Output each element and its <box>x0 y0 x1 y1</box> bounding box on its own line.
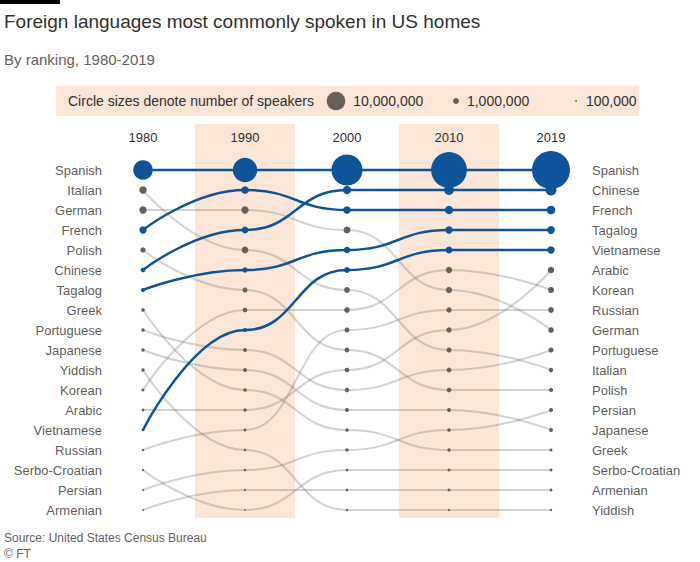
svg-text:Korean: Korean <box>592 283 634 298</box>
svg-text:2000: 2000 <box>333 130 362 145</box>
svg-text:Italian: Italian <box>592 363 627 378</box>
svg-text:Vietnamese: Vietnamese <box>592 243 660 258</box>
svg-text:Persian: Persian <box>58 483 102 498</box>
svg-text:Vietnamese: Vietnamese <box>34 423 102 438</box>
svg-text:Tagalog: Tagalog <box>592 223 638 238</box>
svg-text:Polish: Polish <box>592 383 627 398</box>
svg-text:Arabic: Arabic <box>592 263 629 278</box>
svg-text:© FT: © FT <box>4 547 32 561</box>
svg-text:Spanish: Spanish <box>592 163 639 178</box>
svg-text:1990: 1990 <box>231 130 260 145</box>
svg-text:Russian: Russian <box>55 443 102 458</box>
svg-text:Serbo-Croatian: Serbo-Croatian <box>14 463 102 478</box>
svg-text:Tagalog: Tagalog <box>56 283 102 298</box>
svg-text:Serbo-Croatian: Serbo-Croatian <box>592 463 680 478</box>
svg-text:Foreign languages most commonl: Foreign languages most commonly spoken i… <box>4 11 480 32</box>
svg-text:1980: 1980 <box>129 130 158 145</box>
svg-text:French: French <box>62 223 102 238</box>
svg-text:Yiddish: Yiddish <box>592 503 634 518</box>
svg-text:Japanese: Japanese <box>46 343 102 358</box>
svg-text:Portuguese: Portuguese <box>592 343 659 358</box>
svg-text:Yiddish: Yiddish <box>60 363 102 378</box>
svg-text:Persian: Persian <box>592 403 636 418</box>
svg-text:German: German <box>55 203 102 218</box>
svg-text:Source: United States Census B: Source: United States Census Bureau <box>4 531 207 545</box>
svg-text:German: German <box>592 323 639 338</box>
svg-text:By ranking, 1980-2019: By ranking, 1980-2019 <box>4 51 155 68</box>
svg-text:10,000,000: 10,000,000 <box>353 93 423 109</box>
svg-text:Italian: Italian <box>67 183 102 198</box>
svg-text:Arabic: Arabic <box>65 403 102 418</box>
svg-text:2019: 2019 <box>537 130 566 145</box>
svg-text:Armenian: Armenian <box>592 483 648 498</box>
svg-text:Japanese: Japanese <box>592 423 648 438</box>
svg-text:French: French <box>592 203 632 218</box>
svg-text:1,000,000: 1,000,000 <box>467 93 529 109</box>
svg-text:100,000: 100,000 <box>586 93 637 109</box>
svg-text:Armenian: Armenian <box>46 503 102 518</box>
svg-text:Chinese: Chinese <box>54 263 102 278</box>
svg-text:Greek: Greek <box>592 443 628 458</box>
svg-text:2010: 2010 <box>435 130 464 145</box>
svg-text:Korean: Korean <box>60 383 102 398</box>
svg-text:Russian: Russian <box>592 303 639 318</box>
svg-text:Polish: Polish <box>67 243 102 258</box>
svg-text:Portuguese: Portuguese <box>36 323 103 338</box>
svg-text:Chinese: Chinese <box>592 183 640 198</box>
svg-text:Circle sizes denote number of: Circle sizes denote number of speakers <box>68 93 314 109</box>
svg-text:Spanish: Spanish <box>55 163 102 178</box>
svg-text:Greek: Greek <box>67 303 103 318</box>
